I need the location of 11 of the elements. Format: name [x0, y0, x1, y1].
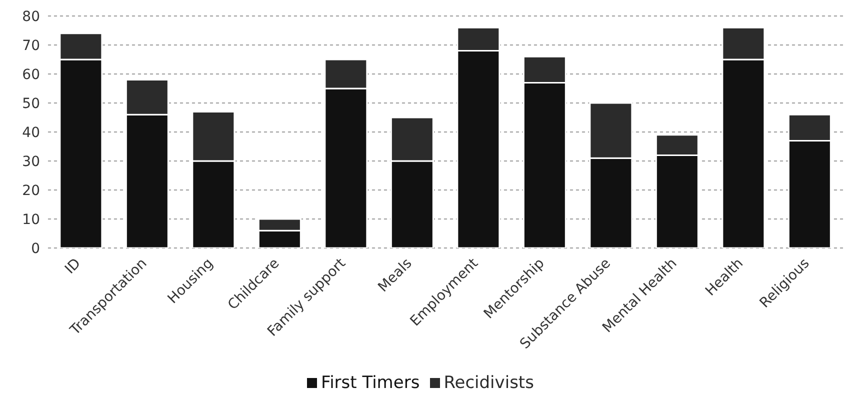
y-tick-label: 60	[22, 66, 40, 83]
y-tick-label: 80	[22, 8, 40, 25]
legend-label: First Timers	[321, 373, 420, 393]
y-tick-label: 10	[22, 212, 40, 228]
y-tick-label: 40	[22, 124, 40, 141]
y-tick-label: 20	[22, 182, 40, 199]
y-tick-label: 70	[22, 38, 40, 54]
y-tick-label: 50	[22, 96, 40, 112]
y-tick-label: 30	[22, 154, 40, 170]
y-tick-label: 0	[31, 240, 40, 257]
legend-label: Recidivists	[444, 373, 534, 393]
